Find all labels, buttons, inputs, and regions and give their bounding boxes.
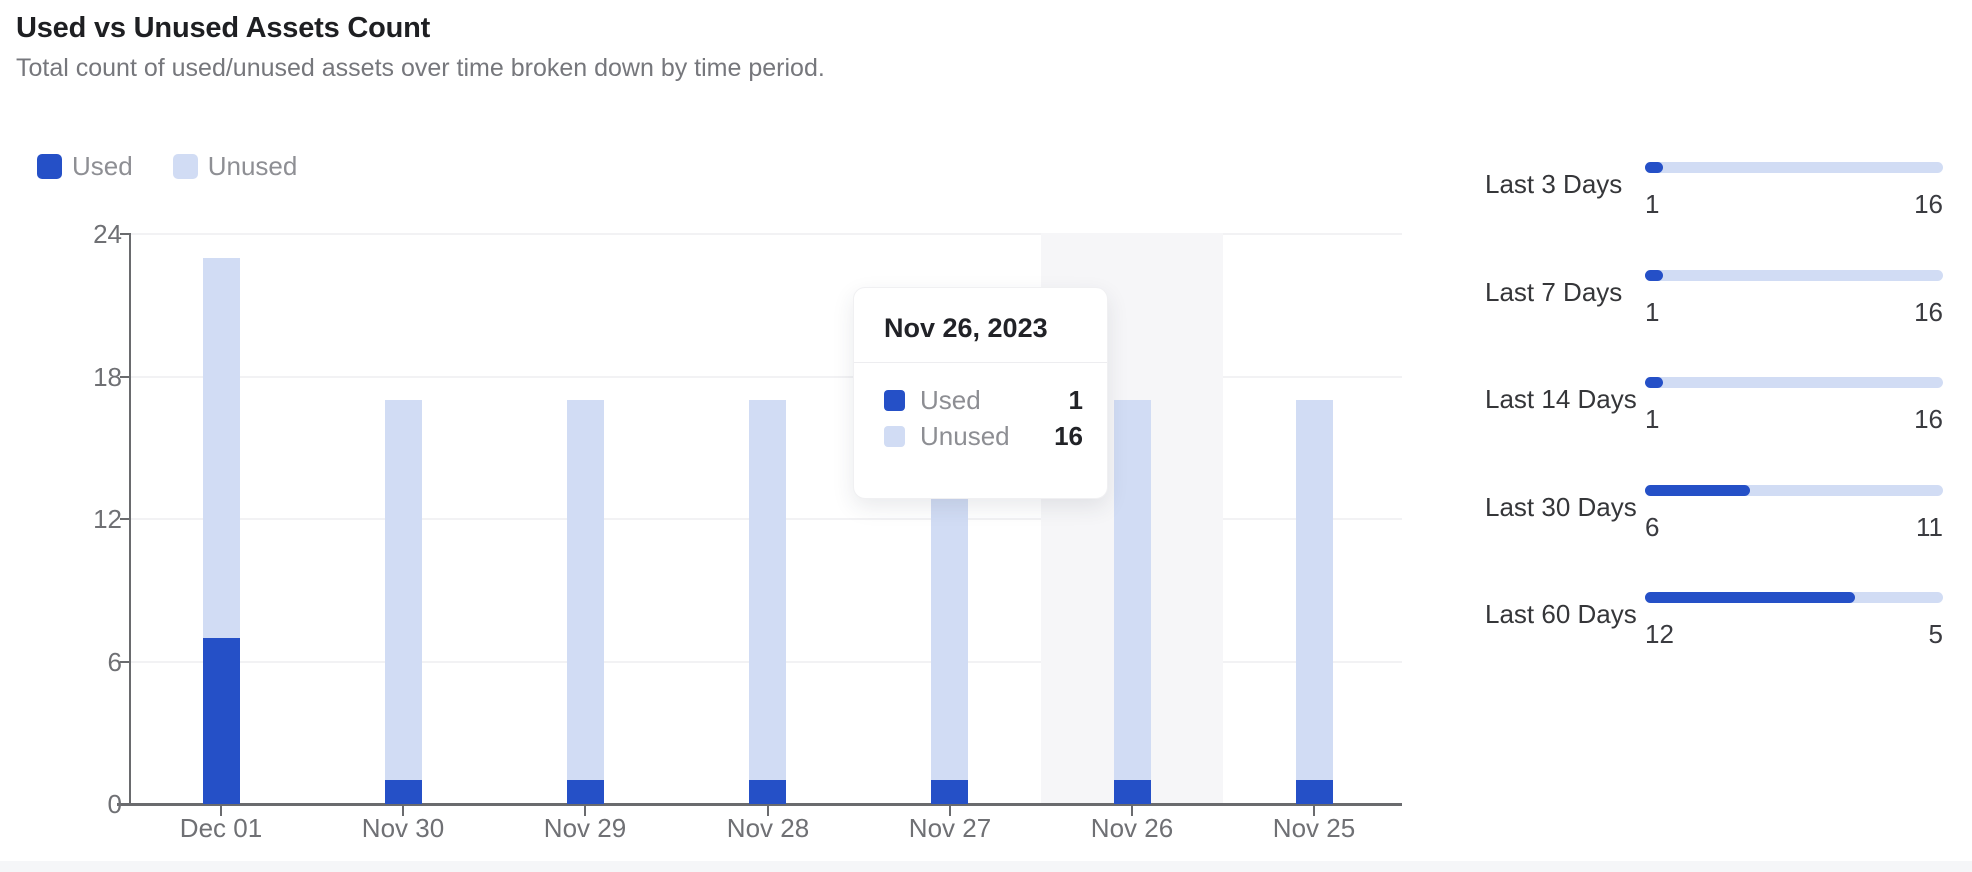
bar-unused-nov-29[interactable] [567, 400, 604, 780]
x-axis-label: Dec 01 [179, 813, 263, 843]
period-used-value: 6 [1645, 512, 1660, 542]
gridline [131, 233, 1402, 235]
period-bar-track [1645, 377, 1943, 388]
period-used-value: 1 [1645, 297, 1660, 327]
x-axis-label: Nov 26 [1090, 813, 1174, 843]
tooltip-used-label: Used [920, 384, 981, 415]
stacked-bar-chart: 0 6 12 18 24 Dec 01 Nov 30 Nov 29 Nov 28 Nov 27 No… [93, 219, 1402, 843]
period-used-value: 1 [1645, 189, 1660, 219]
y-axis-label: 6 [107, 646, 122, 677]
chart-tooltip: Nov 26, 2023 Used 1 Unused 16 [853, 287, 1108, 499]
period-bar-fill [1645, 592, 1856, 603]
bar-used-nov-29[interactable] [567, 780, 604, 804]
tooltip-unused-value: 16 [1054, 420, 1083, 451]
period-bar-track [1645, 485, 1943, 496]
x-axis-tick [1131, 806, 1133, 816]
period-unused-value: 11 [1916, 512, 1943, 542]
x-axis-tick [402, 806, 404, 816]
bar-unused-nov-30[interactable] [385, 400, 422, 780]
tooltip-row-unused: Unused 16 [884, 418, 1083, 454]
bar-used-nov-27[interactable] [931, 780, 968, 804]
period-unused-value: 16 [1914, 404, 1943, 434]
bar-unused-nov-28[interactable] [749, 400, 786, 780]
bar-used-nov-28[interactable] [749, 780, 786, 804]
page-subtitle: Total count of used/unused assets over t… [16, 54, 825, 82]
x-axis-label: Nov 27 [908, 813, 992, 843]
tooltip-date-title: Nov 26, 2023 [884, 313, 1048, 343]
tooltip-divider [854, 362, 1107, 363]
bar-used-nov-30[interactable] [385, 780, 422, 804]
legend-label-used: Used [72, 151, 133, 181]
x-axis-tick [584, 806, 586, 816]
x-axis-label: Nov 25 [1272, 813, 1356, 843]
y-axis-label: 0 [107, 789, 122, 819]
period-unused-value: 16 [1914, 297, 1943, 327]
x-axis-label: Nov 28 [726, 813, 810, 843]
x-axis-tick [220, 806, 222, 816]
period-label: Last 60 Days [1485, 599, 1637, 629]
period-used-value: 1 [1645, 404, 1660, 434]
period-bar-track [1645, 270, 1943, 281]
bar-unused-nov-25[interactable] [1296, 400, 1333, 780]
y-axis-line [129, 233, 131, 806]
y-axis-tick [120, 518, 129, 520]
bar-unused-dec-01[interactable] [203, 258, 240, 638]
y-axis-tick [120, 803, 129, 805]
period-unused-value: 16 [1914, 189, 1943, 219]
y-axis-label: 12 [93, 504, 122, 534]
x-axis-tick [1313, 806, 1315, 816]
bar-used-nov-25[interactable] [1296, 780, 1333, 804]
x-axis-tick [767, 806, 769, 816]
tooltip-rows: Used 1 Unused 16 [884, 382, 1083, 454]
bar-used-dec-01[interactable] [203, 638, 240, 804]
y-axis-tick [120, 233, 129, 235]
legend-label-unused: Unused [207, 151, 298, 181]
period-used-value: 12 [1645, 619, 1674, 649]
y-axis-label: 24 [93, 219, 122, 249]
unused-swatch-icon [884, 425, 905, 447]
y-axis-label: 18 [93, 361, 122, 392]
time-period-summary-panel: Last 3 Days 1 16 Last 7 Days 1 16 Last 14 Days… [1460, 0, 1972, 872]
unused-swatch-icon [172, 154, 198, 179]
x-axis-tick [949, 806, 951, 816]
x-axis-line [117, 803, 1402, 806]
period-bar-fill [1645, 377, 1663, 388]
chart-legend: Used Unused [37, 151, 297, 182]
legend-item-unused[interactable]: Unused [172, 151, 298, 182]
tooltip-unused-label: Unused [920, 420, 1010, 451]
tooltip-used-value: 1 [1068, 384, 1083, 415]
y-axis-tick [120, 375, 129, 378]
period-bar-track [1645, 592, 1943, 603]
y-axis-tick [120, 660, 129, 663]
period-bar-fill [1645, 485, 1751, 496]
period-label: Last 7 Days [1485, 277, 1623, 307]
period-label: Last 30 Days [1485, 492, 1637, 522]
period-unused-value: 5 [1928, 619, 1943, 649]
bar-unused-nov-26[interactable] [1114, 400, 1151, 780]
used-swatch-icon [884, 389, 905, 411]
tooltip-row-used: Used 1 [884, 382, 1083, 418]
period-bar-fill [1645, 162, 1663, 173]
period-label: Last 14 Days [1485, 384, 1637, 414]
used-swatch-icon [37, 154, 62, 179]
period-bar-track [1645, 162, 1943, 173]
gridline [131, 375, 1402, 378]
bottom-strip [0, 861, 1972, 872]
x-axis-label: Nov 29 [543, 813, 627, 843]
page-title: Used vs Unused Assets Count [16, 12, 431, 44]
x-axis-label: Nov 30 [361, 813, 445, 843]
bar-used-nov-26[interactable] [1114, 780, 1151, 804]
period-label: Last 3 Days [1485, 169, 1623, 199]
period-bar-fill [1645, 270, 1663, 281]
legend-item-used[interactable]: Used [37, 151, 133, 182]
